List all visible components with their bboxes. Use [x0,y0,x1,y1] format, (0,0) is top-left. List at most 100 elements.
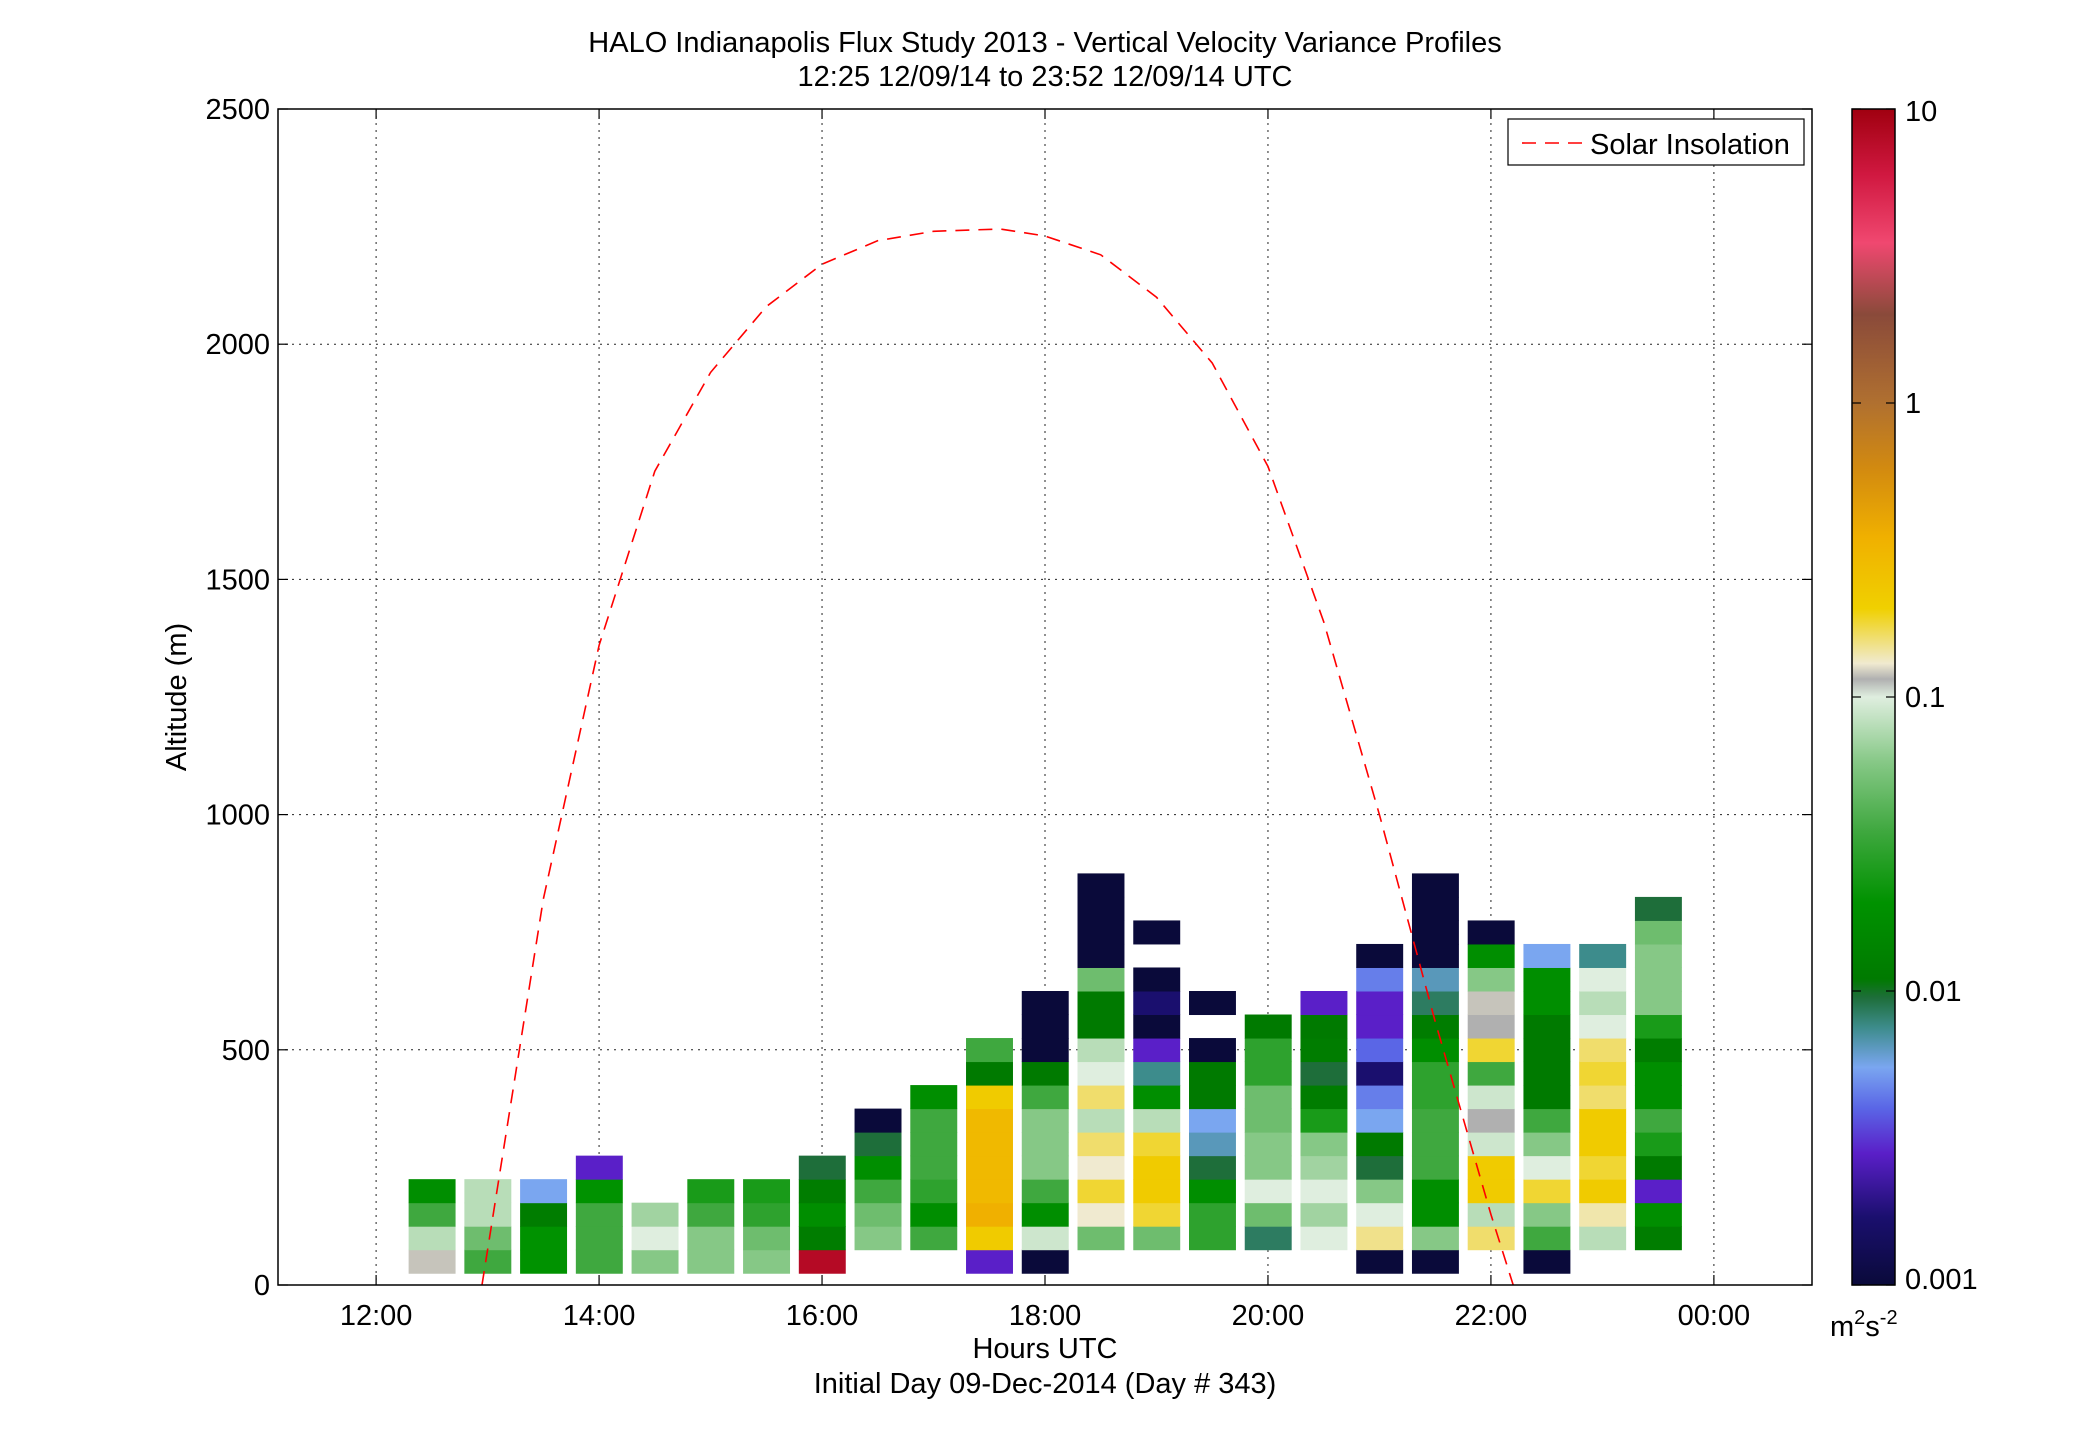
heatmap-cell [1467,1179,1515,1204]
heatmap-cell [1189,1179,1236,1204]
heatmap-cell [1634,1226,1682,1251]
heatmap-cell [1356,967,1404,992]
heatmap-cell [1579,1226,1627,1251]
heatmap-cell [1467,1038,1515,1063]
heatmap-cell [1634,1155,1682,1180]
heatmap-cell [1411,873,1459,898]
legend-frame [1507,118,1805,166]
heatmap-cell [1356,1132,1404,1157]
heatmap-cell [1411,991,1459,1016]
heatmap-cell [575,1155,623,1180]
heatmap-cell [1579,967,1627,992]
colorbar-ticks: 0.001 0.01 0.1 1 10 [1852,96,1978,1296]
heatmap-cell [1467,1085,1515,1110]
heatmap-cell [1467,1132,1515,1157]
heatmap-cell [464,1202,512,1227]
heatmap-cell [1411,896,1459,921]
heatmap-cell [966,1202,1013,1227]
legend-label: Solar Insolation [1590,129,1790,161]
heatmap-cell [1133,920,1181,945]
heatmap-cell [1467,1226,1515,1251]
heatmap-cell [1077,991,1125,1016]
heatmap-cell [1579,1155,1627,1180]
heatmap-cell [631,1226,679,1251]
heatmap-cell [966,1038,1013,1063]
x-tick-label: 14:00 [563,1300,636,1332]
heatmap-cell [1411,1202,1459,1227]
heatmap-cell [1523,1014,1571,1039]
heatmap-cell [798,1226,846,1251]
colorbar-tick-label: 0.001 [1905,1264,1978,1296]
heatmap-cell [520,1226,568,1251]
x-tick-label: 20:00 [1232,1300,1305,1332]
heatmap-cell [1579,1202,1627,1227]
heatmap-cell [1634,1061,1682,1086]
heatmap-cell [910,1226,958,1251]
heatmap-cell [1411,1155,1459,1180]
heatmap-cell [1356,991,1404,1016]
heatmap-cell [1133,1108,1181,1133]
heatmap-cell [798,1155,846,1180]
heatmap-cell [1189,1155,1236,1180]
heatmap-cell [910,1108,958,1133]
heatmap-cell [408,1249,456,1274]
heatmap-cell [1133,1132,1181,1157]
heatmap-cell [743,1226,791,1251]
heatmap-cell [966,1179,1013,1204]
heatmap-cell [1523,1226,1571,1251]
heatmap-cell [1523,991,1571,1016]
y-tick-label: 2500 [205,94,270,126]
heatmap-cell [1579,1085,1627,1110]
heatmap-cell [1523,1155,1571,1180]
heatmap-cell [1579,1108,1627,1133]
heatmap-cell [1300,1202,1348,1227]
heatmap-cell [1133,1038,1181,1063]
heatmap-cell [1244,1226,1292,1251]
colorbar: 0.001 0.01 0.1 1 10 m2s-2 [1830,96,1978,1343]
heatmap-cell [1523,967,1571,992]
heatmap-cell [1021,991,1069,1016]
colorbar-frame [1851,108,1896,1286]
heatmap-cell [1244,1202,1292,1227]
heatmap-cell [1634,967,1682,992]
heatmap-cell [520,1179,568,1204]
heatmap-cell [1411,1108,1459,1133]
y-tick-label: 1000 [205,800,270,832]
heatmap-cell [1579,1179,1627,1204]
heatmap-cell [687,1249,735,1274]
heatmap-cell [1244,1061,1292,1086]
heatmap-cell [1133,967,1181,992]
heatmap-cell [854,1108,902,1133]
heatmap-cell [687,1179,735,1204]
heatmap-cells [408,873,1682,1274]
heatmap-cell [1356,1061,1404,1086]
heatmap-cell [1634,1202,1682,1227]
x-tick-label: 22:00 [1455,1300,1528,1332]
heatmap-cell [1356,1038,1404,1063]
heatmap-cell [743,1179,791,1204]
heatmap-cell [1077,943,1125,968]
heatmap-cell [1189,1132,1236,1157]
heatmap-cell [1133,1179,1181,1204]
x-axis-label: Hours UTC [972,1333,1117,1365]
heatmap-cell [854,1202,902,1227]
heatmap-cell [1356,1108,1404,1133]
heatmap-cell [1634,1038,1682,1063]
heatmap-cell [1411,1249,1459,1274]
chart-title: HALO Indianapolis Flux Study 2013 - Vert… [588,27,1501,59]
legend-box: Solar Insolation [1507,118,1805,166]
heatmap-cell [631,1249,679,1274]
heatmap-cell [1356,1179,1404,1204]
x-tick-label: 18:00 [1009,1300,1082,1332]
colorbar-tick-label: 10 [1905,96,1937,128]
heatmap-cell [910,1085,958,1110]
heatmap-cell [1523,1202,1571,1227]
heatmap-cell [1411,1014,1459,1039]
y-tick-label: 500 [222,1035,270,1067]
heatmap-cell [1189,1202,1236,1227]
heatmap-cell [1523,1061,1571,1086]
heatmap-cell [1300,1014,1348,1039]
heatmap-cell [1523,943,1571,968]
x-axis-ticks: 12:00 14:00 16:00 18:00 20:00 22:00 00:00 [340,109,1750,1332]
heatmap-cell [1300,1108,1348,1133]
